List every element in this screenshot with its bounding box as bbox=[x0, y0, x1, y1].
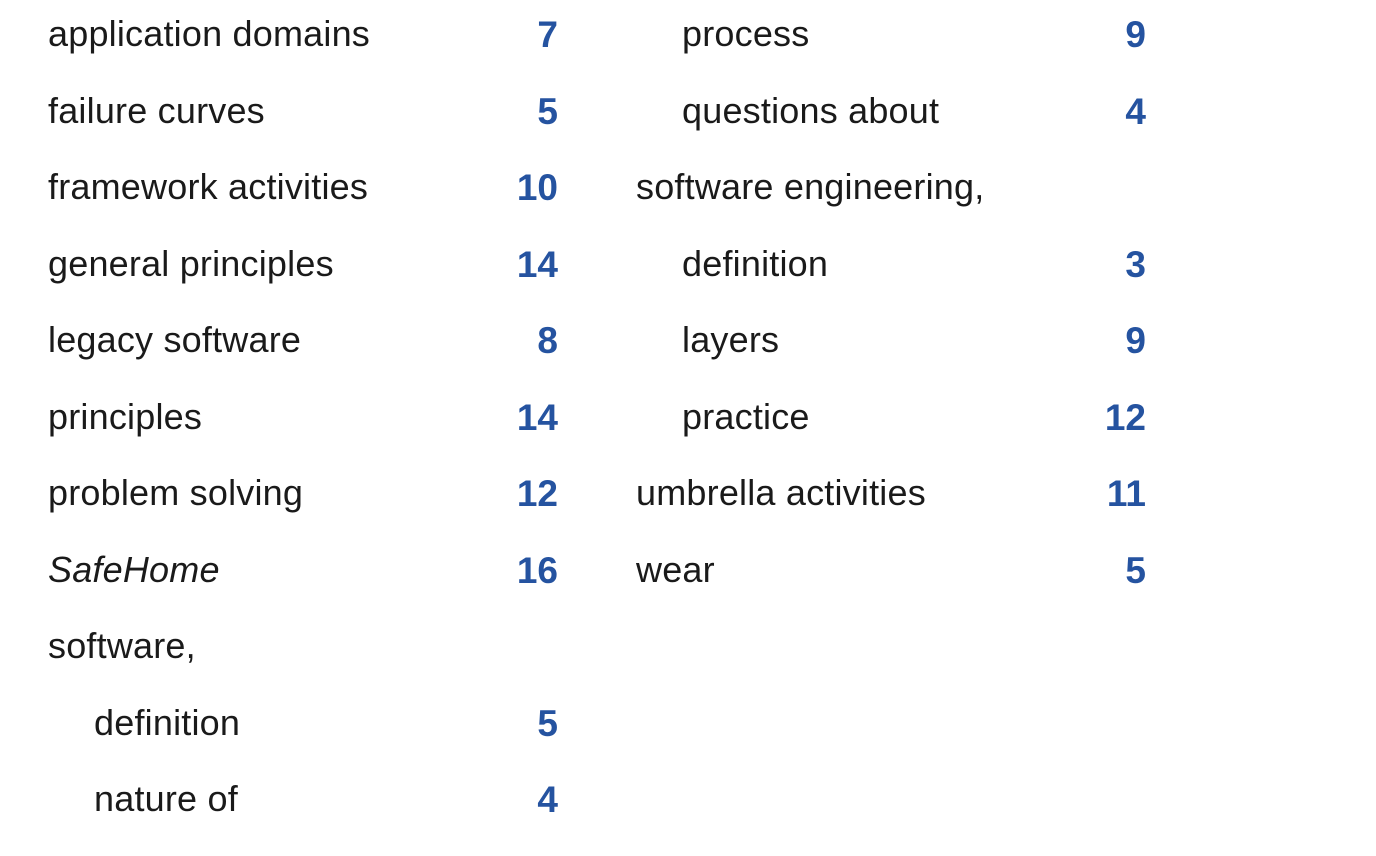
index-term: definition bbox=[94, 701, 241, 743]
index-page-link[interactable]: 16 bbox=[516, 549, 558, 591]
index-page-link[interactable]: 11 bbox=[1106, 473, 1146, 514]
index-page-link[interactable]: 5 bbox=[1125, 549, 1146, 591]
index-column-right: process 9 questions about 4 software enginee… bbox=[636, 0, 1148, 612]
index-entry: umbrella activities 11 bbox=[636, 459, 1148, 536]
index-page-link[interactable]: 14 bbox=[516, 243, 558, 285]
index-entry: wear 5 bbox=[636, 536, 1148, 613]
index-page-link[interactable]: 3 bbox=[1125, 243, 1146, 285]
index-page-link[interactable]: 14 bbox=[516, 396, 558, 438]
index-term: process bbox=[682, 13, 810, 54]
index-entry: failure curves 5 bbox=[48, 77, 560, 154]
index-term: questions about bbox=[682, 89, 940, 131]
index-entry: general principles 14 bbox=[48, 230, 560, 307]
index-page-link[interactable]: 5 bbox=[537, 90, 558, 132]
index-page-link[interactable]: 4 bbox=[537, 779, 558, 820]
index-entry: legacy software 8 bbox=[48, 306, 560, 383]
index-entry: principles 14 bbox=[48, 383, 560, 460]
index-subentry: definition 3 bbox=[636, 230, 1148, 307]
index-term: SafeHome bbox=[48, 548, 220, 590]
index-term: application domains bbox=[48, 13, 370, 54]
index-entry: SafeHome 16 bbox=[48, 536, 560, 613]
index-entry: problem solving 12 bbox=[48, 459, 560, 536]
index-term: practice bbox=[682, 395, 810, 437]
index-subentry: definition 5 bbox=[48, 689, 560, 766]
index-term: definition bbox=[682, 242, 829, 284]
index-subentry: layers 9 bbox=[636, 306, 1148, 383]
index-term: umbrella activities bbox=[636, 472, 926, 513]
index-term: legacy software bbox=[48, 319, 302, 360]
index-term: software, bbox=[48, 625, 196, 666]
index-subentry: nature of 4 bbox=[48, 765, 560, 842]
index-subentry: practice 12 bbox=[636, 383, 1148, 460]
index-page-link[interactable]: 8 bbox=[537, 320, 558, 361]
index-subentry: questions about 4 bbox=[636, 77, 1148, 154]
index-page-link[interactable]: 9 bbox=[1125, 14, 1146, 55]
index-term: nature of bbox=[94, 778, 238, 819]
index-page-link[interactable]: 7 bbox=[537, 14, 558, 55]
index-page-link[interactable]: 12 bbox=[516, 473, 558, 514]
index-page-link[interactable]: 5 bbox=[537, 702, 558, 744]
index-page-link[interactable]: 10 bbox=[516, 167, 558, 208]
index-page-link[interactable]: 12 bbox=[1104, 396, 1146, 438]
index-term: general principles bbox=[48, 242, 334, 284]
index-term: problem solving bbox=[48, 472, 304, 513]
index-term: software engineering, bbox=[636, 166, 985, 207]
index-page-link[interactable]: 4 bbox=[1125, 90, 1146, 132]
index-entry: application domains 7 bbox=[48, 0, 560, 77]
index-term: wear bbox=[636, 548, 715, 590]
index-term: failure curves bbox=[48, 89, 265, 131]
index-term: framework activities bbox=[48, 166, 369, 207]
index-column-left: application domains 7 failure curves 5 frame… bbox=[48, 0, 560, 842]
index-entry: software engineering, bbox=[636, 153, 1148, 230]
index-term: layers bbox=[682, 319, 780, 360]
index-entry: framework activities 10 bbox=[48, 153, 560, 230]
index-page-link[interactable]: 9 bbox=[1125, 320, 1146, 361]
index-entry: software, bbox=[48, 612, 560, 689]
index-term: principles bbox=[48, 395, 203, 437]
index-subentry: process 9 bbox=[636, 0, 1148, 77]
